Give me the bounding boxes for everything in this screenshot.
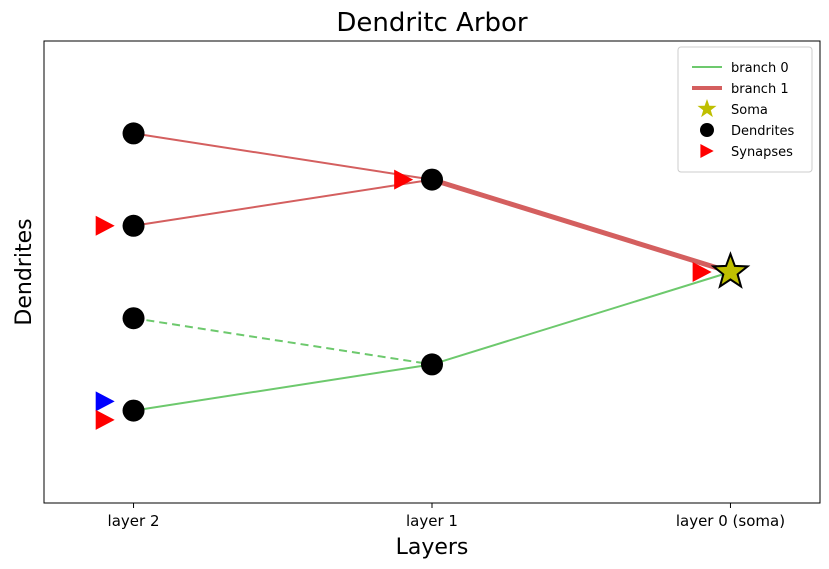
segment-0 (133, 132, 433, 181)
legend-handle-4 (700, 144, 714, 158)
segment-5 (431, 271, 731, 366)
synapse-0 (95, 215, 115, 236)
segment-2 (431, 177, 732, 275)
soma-star (710, 251, 751, 289)
branch-segments (133, 132, 732, 412)
synapse-markers (95, 169, 712, 430)
legend-label-3: Dendrites (731, 124, 795, 139)
synapse-2 (95, 409, 115, 430)
dendrite-2 (122, 307, 145, 330)
x-axis-label: Layers (396, 535, 469, 560)
legend-handle-3 (700, 123, 714, 137)
y-axis-label: Dendrites (12, 218, 37, 325)
legend-label-2: Soma (731, 103, 768, 118)
chart-title: Dendritc Arbor (336, 8, 528, 38)
legend-label-0: branch 0 (731, 61, 789, 76)
dendrite-0 (122, 122, 145, 145)
legend-box (677, 46, 813, 173)
dendrite-5 (421, 353, 443, 376)
synapse-3 (394, 169, 414, 190)
legend-handle-2 (697, 99, 717, 118)
dendrite-markers (122, 122, 443, 422)
plot-frame (43, 40, 821, 504)
synapse-1 (95, 391, 115, 412)
legend: branch 0 branch 1 Soma Dendrites Synapses (677, 46, 813, 173)
dendrite-3 (122, 399, 145, 422)
segment-4 (133, 363, 433, 412)
legend-label-1: branch 1 (731, 82, 789, 97)
x-axis-ticks: layer 2 layer 1 layer 0 (soma) (108, 503, 785, 530)
dendrite-1 (122, 214, 145, 237)
dendrite-4 (421, 168, 443, 191)
synapse-4 (692, 262, 712, 282)
x-tick-label-1: layer 1 (406, 512, 458, 530)
x-tick-label-2: layer 0 (soma) (676, 512, 785, 530)
soma-marker-group (710, 251, 751, 289)
legend-label-4: Synapses (731, 145, 793, 160)
segment-3 (133, 317, 433, 366)
x-tick-label-0: layer 2 (108, 512, 160, 530)
segment-1 (133, 178, 433, 227)
